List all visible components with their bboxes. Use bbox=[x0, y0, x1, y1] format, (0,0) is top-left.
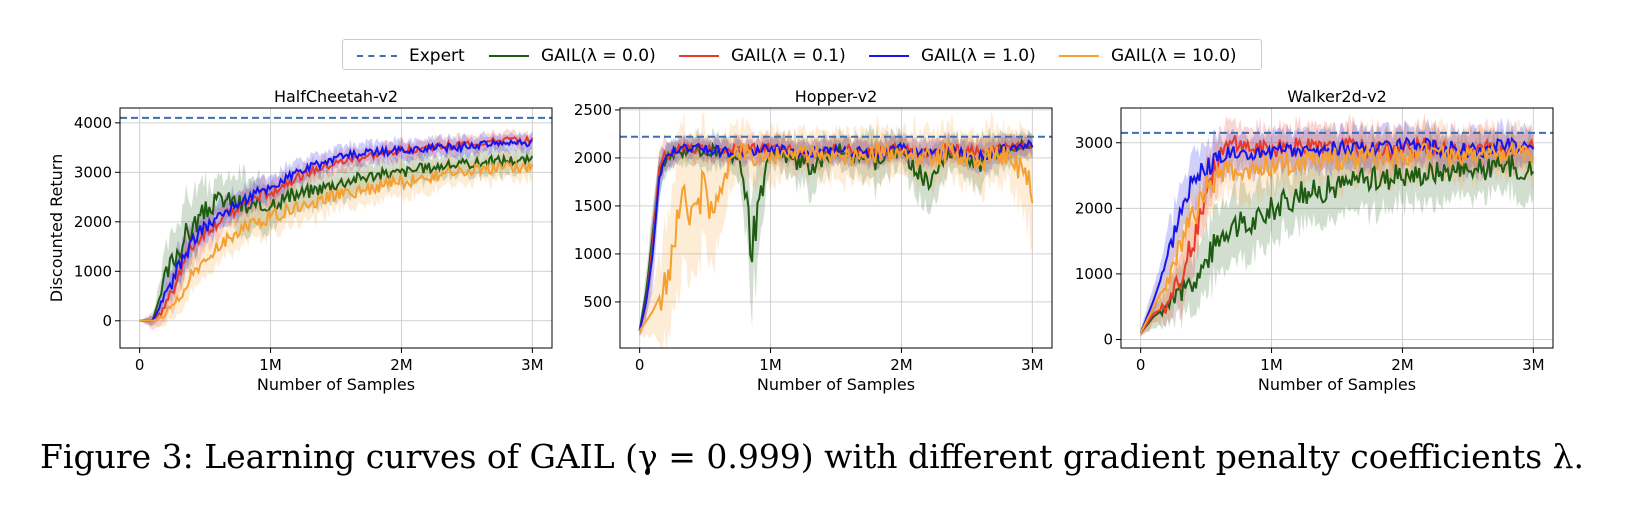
x-tick-label: 2M bbox=[890, 356, 913, 374]
y-tick-label: 0 bbox=[1103, 330, 1113, 348]
plot-frame bbox=[619, 107, 1053, 349]
panel-title: Walker2d-v2 bbox=[1287, 87, 1387, 106]
x-tick-label: 2M bbox=[390, 356, 413, 374]
series-band-gail-0-0 bbox=[139, 142, 533, 326]
x-axis-label: Number of Samples bbox=[257, 375, 415, 394]
series-line-gail-0-0 bbox=[139, 152, 534, 322]
x-tick-label: 0 bbox=[135, 356, 145, 374]
series-line-gail-10-0 bbox=[139, 159, 534, 322]
legend-swatch-gail-0-1 bbox=[679, 54, 719, 57]
legend-label-gail-1: GAIL(λ = 1.0) bbox=[921, 45, 1036, 66]
series-line-gail-0-1 bbox=[139, 134, 534, 322]
y-tick-label: 0 bbox=[102, 312, 112, 330]
y-tick-label: 500 bbox=[583, 293, 612, 311]
series-band-gail-0-0 bbox=[639, 122, 1033, 336]
y-axis-label: Discounted Return bbox=[47, 154, 66, 302]
x-tick-label: 3M bbox=[1021, 356, 1044, 374]
x-axis-label: Number of Samples bbox=[1258, 375, 1416, 394]
figure-panels: 0 1M 2M 3M 0 1000 2000 3000 4000 HalfCheetah-v2 Nu… bbox=[47, 87, 1554, 394]
plot-frame bbox=[1120, 107, 1554, 349]
x-tick-label: 0 bbox=[635, 356, 645, 374]
y-tick-label: 1000 bbox=[1075, 265, 1113, 283]
series-line-gail-10-0 bbox=[638, 139, 1034, 332]
legend-swatch-gail-0 bbox=[489, 54, 529, 57]
series-band-gail-10-0 bbox=[139, 148, 533, 328]
y-tick-label: 3000 bbox=[74, 163, 112, 181]
series-line-gail-1-0 bbox=[139, 138, 533, 322]
legend-swatch-expert bbox=[357, 54, 397, 57]
series-line-gail-0-0 bbox=[1139, 154, 1535, 334]
x-tick-label: 3M bbox=[1522, 356, 1545, 374]
panel-hopper-v2: 0 1M 2M 3M 500 1000 1500 2000 2500 Hopper-v2 Numbe… bbox=[574, 87, 1053, 394]
y-tick-label: 2000 bbox=[1075, 199, 1113, 217]
figure-caption: Figure 3: Learning curves of GAIL (γ = 0… bbox=[40, 437, 1585, 476]
plot-area bbox=[139, 128, 534, 330]
legend-label-gail-10: GAIL(λ = 10.0) bbox=[1111, 45, 1237, 66]
legend-item-gail-1: GAIL(λ = 1.0) bbox=[869, 40, 1036, 71]
series-band-gail-1-0 bbox=[1140, 117, 1534, 337]
y-tick-label: 3000 bbox=[1075, 134, 1113, 152]
plot-frame bbox=[119, 107, 553, 349]
plot-area bbox=[1139, 112, 1535, 338]
legend-swatch-gail-1 bbox=[869, 54, 909, 57]
chart-legend: Expert GAIL(λ = 0.0) GAIL(λ = 0.1) GAIL(… bbox=[342, 39, 1262, 70]
x-tick-label: 2M bbox=[1391, 356, 1414, 374]
panel-title: HalfCheetah-v2 bbox=[274, 87, 398, 106]
y-tick-label: 1500 bbox=[574, 197, 612, 215]
legend-item-gail-0-1: GAIL(λ = 0.1) bbox=[679, 40, 846, 71]
panel-title: Hopper-v2 bbox=[795, 87, 878, 106]
legend-swatch-gail-10 bbox=[1059, 54, 1099, 57]
legend-item-gail-10: GAIL(λ = 10.0) bbox=[1059, 40, 1237, 71]
y-tick-label: 2500 bbox=[574, 101, 612, 119]
y-tick-label: 2000 bbox=[74, 213, 112, 231]
legend-item-expert: Expert bbox=[357, 40, 465, 71]
series-line-gail-10-0 bbox=[1139, 139, 1535, 334]
series-band-gail-0-1 bbox=[139, 128, 533, 330]
legend-label-gail-0-1: GAIL(λ = 0.1) bbox=[731, 45, 846, 66]
x-tick-label: 1M bbox=[259, 356, 282, 374]
panel-halfcheetah-v2: 0 1M 2M 3M 0 1000 2000 3000 4000 HalfCheetah-v2 Nu… bbox=[47, 87, 553, 394]
x-axis-label: Number of Samples bbox=[757, 375, 915, 394]
panel-walker2d-v2: 0 1M 2M 3M 0 1000 2000 3000 Walker2d-v2 Number of… bbox=[1075, 87, 1554, 394]
x-tick-label: 1M bbox=[759, 356, 782, 374]
plot-area bbox=[638, 110, 1034, 348]
x-tick-label: 3M bbox=[521, 356, 544, 374]
legend-label-expert: Expert bbox=[409, 45, 465, 66]
x-tick-label: 0 bbox=[1136, 356, 1146, 374]
legend-item-gail-0: GAIL(λ = 0.0) bbox=[489, 40, 656, 71]
y-tick-label: 2000 bbox=[574, 149, 612, 167]
y-tick-label: 1000 bbox=[574, 245, 612, 263]
x-tick-label: 1M bbox=[1260, 356, 1283, 374]
series-band-gail-0-1 bbox=[1140, 112, 1534, 338]
y-tick-label: 1000 bbox=[74, 262, 112, 280]
y-tick-label: 4000 bbox=[74, 114, 112, 132]
legend-label-gail-0: GAIL(λ = 0.0) bbox=[541, 45, 656, 66]
